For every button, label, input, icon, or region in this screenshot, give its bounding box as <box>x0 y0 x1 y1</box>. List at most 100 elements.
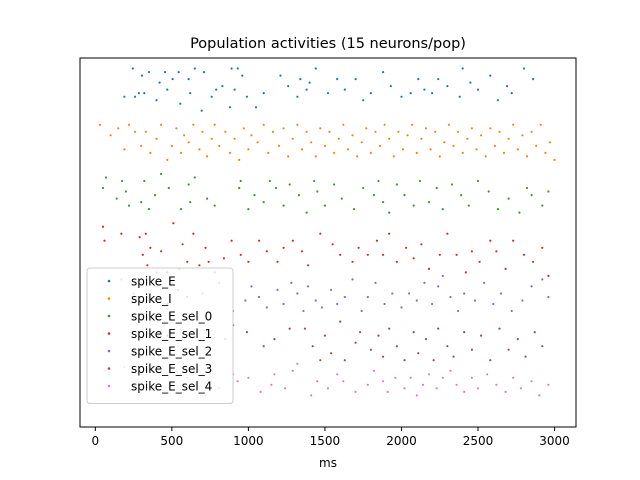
spike-point <box>175 127 178 130</box>
spike-point <box>153 194 157 197</box>
spike-point <box>493 144 496 147</box>
spike-point <box>149 151 152 154</box>
spike-point <box>427 201 431 204</box>
legend-marker <box>107 314 111 318</box>
spike-point <box>382 201 385 204</box>
spike-point <box>343 88 346 91</box>
spike-point <box>230 67 233 70</box>
spike-point <box>457 309 460 313</box>
spike-point <box>460 194 463 197</box>
spike-point <box>146 264 149 267</box>
spike-point <box>305 211 308 214</box>
x-axis: 0 500 1000 1500 2000 2500 3000 <box>91 427 570 448</box>
spike-point <box>441 208 444 211</box>
spike-point <box>192 232 195 235</box>
spike-point <box>323 144 326 147</box>
x-tick-label: 3000 <box>539 434 570 448</box>
spike-point <box>532 260 535 263</box>
spike-point <box>352 208 356 211</box>
spike-point <box>354 341 357 344</box>
spike-point <box>397 130 400 133</box>
spike-point <box>268 179 271 183</box>
spike-point <box>395 345 398 348</box>
spike-point <box>486 373 489 376</box>
spike-point <box>238 158 241 161</box>
spike-point <box>206 197 209 200</box>
spike-point <box>492 302 495 306</box>
spike-point <box>296 123 299 126</box>
spike-point <box>183 134 186 137</box>
spike-point <box>391 292 394 295</box>
spike-point <box>273 373 276 376</box>
spike-point <box>359 331 362 334</box>
spike-point <box>245 331 248 334</box>
spike-point <box>302 309 305 313</box>
spike-point <box>487 190 490 193</box>
spike-point <box>167 186 170 190</box>
spike-point <box>458 95 461 98</box>
spike-point <box>103 239 106 242</box>
spike-point <box>421 383 424 386</box>
spike-point <box>446 232 449 235</box>
spike-point <box>171 78 174 81</box>
spike-point <box>512 239 515 242</box>
spike-point <box>420 137 423 140</box>
spike-point <box>282 127 285 130</box>
spike-point <box>221 85 224 88</box>
spike-point <box>362 186 365 190</box>
spike-point <box>288 327 291 330</box>
spike-point <box>336 373 339 376</box>
spike-point <box>524 355 527 358</box>
spike-point <box>210 137 213 140</box>
spike-point <box>377 334 380 337</box>
spike-point <box>374 281 377 284</box>
spike-point <box>411 123 414 126</box>
spike-point <box>499 292 503 295</box>
spike-point <box>117 127 120 130</box>
spike-point <box>388 137 391 140</box>
spike-point <box>204 246 207 249</box>
spike-point <box>512 376 515 379</box>
spike-point <box>357 246 360 249</box>
spike-point <box>400 306 403 309</box>
spike-point <box>351 260 354 263</box>
x-tick-label: 1500 <box>310 434 341 448</box>
spike-point <box>382 253 385 256</box>
spike-point <box>452 355 455 358</box>
spike-point <box>290 281 293 284</box>
spike-point <box>400 95 403 98</box>
legend-label: spike_E_sel_1 <box>131 327 212 341</box>
legend-label: spike_E <box>131 275 176 289</box>
spike-point <box>138 236 141 239</box>
spike-point <box>360 141 363 144</box>
spike-point <box>307 264 310 267</box>
spike-point <box>464 271 467 274</box>
spike-point <box>253 194 256 197</box>
spike-point <box>202 71 206 74</box>
legend-marker <box>107 367 111 370</box>
spike-point <box>323 334 326 337</box>
spike-point <box>417 352 420 355</box>
spike-point <box>163 71 167 74</box>
spike-point <box>437 285 440 288</box>
spike-point <box>303 327 307 330</box>
spike-point <box>521 134 524 137</box>
spike-point <box>489 239 492 242</box>
spike-point <box>236 380 239 383</box>
plot-frame <box>79 57 577 428</box>
spike-point <box>506 85 509 88</box>
spike-point <box>160 250 163 253</box>
spike-point <box>170 144 173 147</box>
spike-point <box>382 380 385 383</box>
spike-point <box>187 78 190 81</box>
spike-point <box>366 295 369 299</box>
spike-point <box>483 281 486 284</box>
spike-point <box>544 151 547 154</box>
legend-marker <box>107 384 111 388</box>
spike-point <box>412 257 415 260</box>
spike-point <box>342 123 345 126</box>
spike-point <box>340 197 343 200</box>
spike-point <box>186 260 189 263</box>
spike-point <box>521 299 524 302</box>
spike-point <box>405 246 408 249</box>
